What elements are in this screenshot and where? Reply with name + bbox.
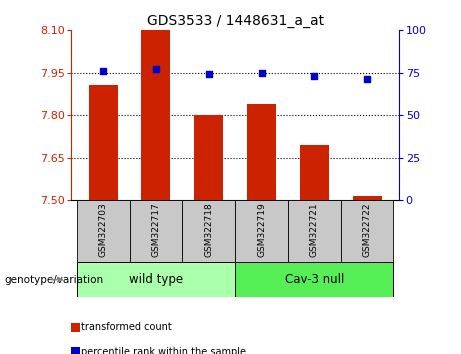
Bar	[77, 200, 130, 262]
Text: GSM322718: GSM322718	[204, 202, 213, 257]
Bar	[182, 200, 235, 262]
Bar	[142, 30, 171, 200]
Text: GSM322717: GSM322717	[151, 202, 160, 257]
Bar	[247, 104, 276, 200]
Text: wild type: wild type	[129, 273, 183, 286]
Text: GSM322722: GSM322722	[363, 202, 372, 257]
Text: GSM322719: GSM322719	[257, 202, 266, 257]
Point	[152, 66, 160, 72]
Text: GSM322721: GSM322721	[310, 202, 319, 257]
Bar	[77, 262, 235, 297]
Bar	[288, 200, 341, 262]
Bar	[235, 262, 394, 297]
Point	[311, 73, 318, 79]
Bar	[235, 200, 288, 262]
Bar	[194, 115, 223, 200]
Point	[363, 76, 371, 82]
Title: GDS3533 / 1448631_a_at: GDS3533 / 1448631_a_at	[147, 14, 324, 28]
Text: transformed count: transformed count	[81, 322, 171, 332]
Bar	[89, 85, 118, 200]
Bar	[71, 323, 80, 332]
Bar	[300, 145, 329, 200]
Text: genotype/variation: genotype/variation	[5, 275, 104, 285]
Text: Cav-3 null: Cav-3 null	[284, 273, 344, 286]
Point	[205, 72, 213, 77]
Point	[258, 70, 265, 75]
Bar	[341, 200, 394, 262]
Bar	[71, 347, 80, 354]
Point	[100, 68, 107, 74]
Bar	[353, 196, 382, 200]
Text: GSM322703: GSM322703	[99, 202, 107, 257]
Text: percentile rank within the sample: percentile rank within the sample	[81, 347, 246, 354]
Bar	[130, 200, 182, 262]
